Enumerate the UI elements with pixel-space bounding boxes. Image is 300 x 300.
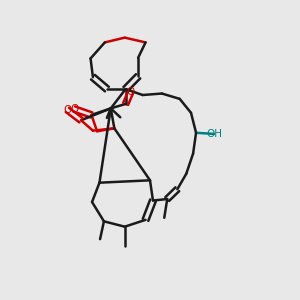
Text: O: O xyxy=(127,87,135,97)
Text: OH: OH xyxy=(206,129,222,139)
Text: O: O xyxy=(70,104,78,114)
Text: O: O xyxy=(63,105,71,115)
